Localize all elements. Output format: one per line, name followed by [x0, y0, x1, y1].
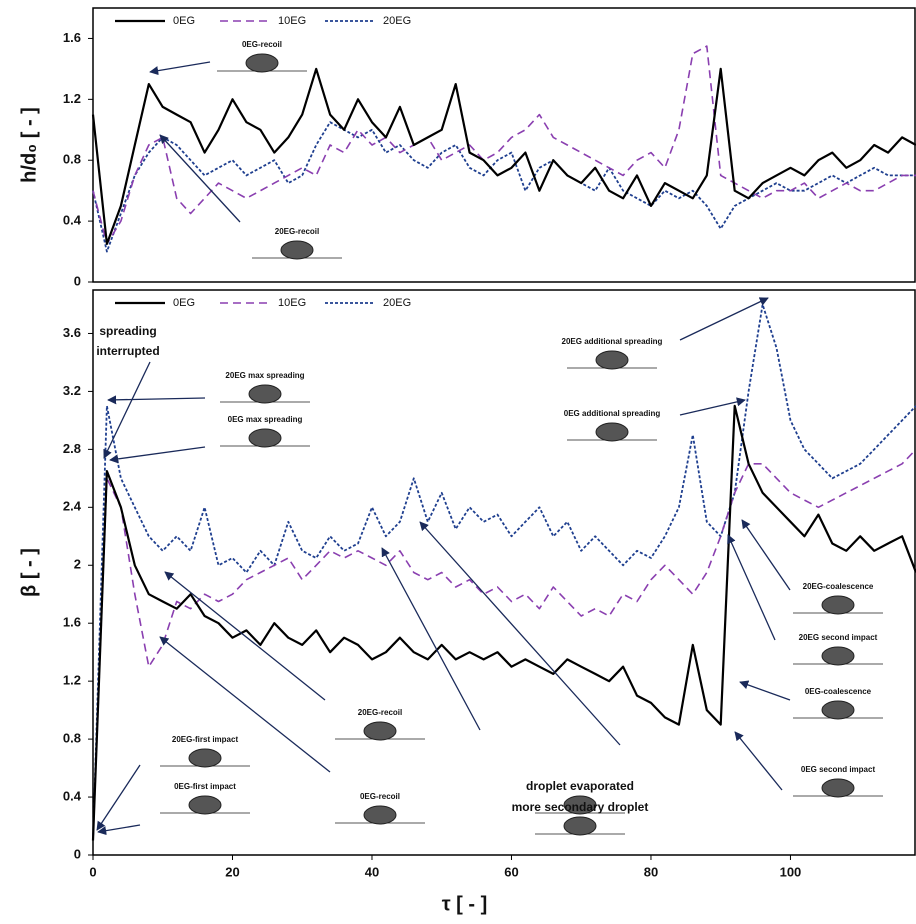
y-tick-label: 0.4	[63, 213, 82, 228]
annotation: 0EG-first impact	[174, 782, 236, 791]
arrow	[96, 764, 141, 831]
droplet-image	[821, 700, 855, 720]
x-tick-label: 20	[225, 864, 239, 879]
droplet-image	[563, 816, 597, 836]
droplet-image	[363, 805, 397, 825]
arrow	[164, 571, 326, 701]
y-tick-label: 0.4	[63, 788, 82, 803]
annotation: 20EG-recoil	[358, 708, 402, 717]
arrow	[103, 361, 151, 459]
x-tick-label: 100	[780, 864, 802, 879]
annotation: 0EG-coalescence	[805, 687, 872, 696]
annotation: 20EG-coalescence	[803, 582, 874, 591]
y-tick-label: 0	[74, 273, 81, 288]
arrow	[381, 547, 481, 731]
x-tick-label: 0	[89, 864, 96, 879]
legend-label: 10EG	[278, 297, 306, 309]
arrow	[159, 636, 331, 773]
arrow	[734, 731, 783, 791]
droplet-image	[248, 384, 282, 404]
droplet-image	[363, 721, 397, 741]
y-tick-label: 1.6	[63, 615, 81, 630]
x-axis-title: τ [ - ]	[442, 893, 488, 915]
plot-frame	[92, 7, 916, 283]
data-line	[92, 45, 916, 245]
y-tick-label: 2	[74, 557, 81, 572]
droplet-image	[245, 53, 279, 73]
annotation: 0EG second impact	[801, 765, 876, 774]
plot-frame	[92, 289, 916, 856]
y-tick-label: 1.2	[63, 673, 81, 688]
arrow	[679, 397, 746, 416]
droplet-image	[821, 778, 855, 798]
annotation: 20EG additional spreading	[562, 337, 663, 346]
y-axis-title: h/d₀ [ - ]	[18, 107, 40, 183]
x-tick-label: 60	[504, 864, 518, 879]
y-tick-label: 1.2	[63, 91, 81, 106]
arrow	[679, 297, 769, 341]
droplet-image	[248, 428, 282, 448]
arrow	[97, 824, 141, 836]
y-tick-label: 3.2	[63, 383, 81, 398]
annotation: 0EG max spreading	[228, 415, 303, 424]
x-tick-label: 40	[365, 864, 379, 879]
droplet-image	[595, 350, 629, 370]
y-tick-label: 0	[74, 846, 81, 861]
droplet-image	[595, 422, 629, 442]
legend-label: 20EG	[383, 297, 411, 309]
arrow	[109, 446, 206, 464]
y-tick-label: 0.8	[63, 731, 81, 746]
y-tick-label: 3.6	[63, 325, 81, 340]
annotation: 20EG max spreading	[225, 371, 304, 380]
y-tick-label: 1.6	[63, 30, 81, 45]
legend-label: 0EG	[173, 297, 195, 309]
arrow	[107, 395, 206, 405]
droplet-image	[563, 795, 597, 815]
droplet-image	[188, 795, 222, 815]
droplet-image	[821, 646, 855, 666]
annotation: 20EG-recoil	[275, 227, 319, 236]
annotation: 20EG second impact	[799, 633, 878, 642]
data-line	[92, 448, 916, 841]
arrow	[419, 521, 621, 746]
annotation: more secondary droplet	[512, 800, 649, 814]
arrow	[739, 680, 791, 701]
arrow	[741, 519, 791, 591]
y-axis-title: β [ - ]	[18, 548, 40, 597]
data-line	[92, 121, 916, 253]
droplet-image	[280, 240, 314, 260]
annotation: 20EG-first impact	[172, 735, 239, 744]
data-line	[92, 303, 916, 841]
y-tick-label: 2.8	[63, 441, 81, 456]
data-line	[91, 404, 916, 841]
annotation: 0EG-recoil	[360, 792, 400, 801]
droplet-image	[188, 748, 222, 768]
annotation: droplet evaporated	[526, 779, 634, 793]
y-tick-label: 2.4	[63, 499, 82, 514]
x-tick-label: 80	[644, 864, 658, 879]
arrow	[727, 534, 776, 641]
data-line	[91, 67, 916, 245]
arrow	[149, 61, 211, 76]
droplet-image	[821, 595, 855, 615]
legend-label: 10EG	[278, 15, 306, 27]
annotation: 0EG-recoil	[242, 40, 282, 49]
legend-label: 20EG	[383, 15, 411, 27]
annotation: 0EG additional spreading	[564, 409, 661, 418]
annotation: interrupted	[96, 344, 159, 358]
y-tick-label: 0.8	[63, 152, 81, 167]
annotation: spreading	[99, 324, 156, 338]
legend-label: 0EG	[173, 15, 195, 27]
arrow	[159, 134, 241, 223]
